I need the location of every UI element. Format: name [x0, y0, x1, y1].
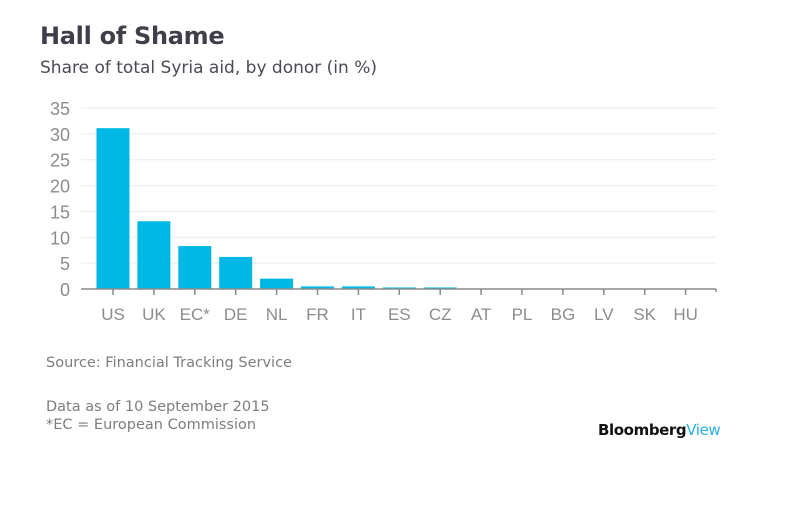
x-tick-label: NL	[266, 305, 288, 324]
bar-fr	[301, 286, 334, 289]
x-tick-label: PL	[512, 305, 533, 324]
bar-nl	[260, 278, 294, 289]
source-note: Source: Financial Tracking Service	[46, 355, 292, 371]
y-tick-label: 10	[50, 228, 70, 248]
bar-us	[96, 128, 130, 289]
x-tick-label: ES	[388, 305, 411, 324]
bar-it	[341, 286, 375, 289]
x-tick-label: FR	[306, 305, 329, 324]
bar-uk	[137, 221, 171, 289]
logo-view: View	[686, 421, 721, 439]
logo-bloomberg: Bloomberg	[598, 421, 687, 439]
x-tick-label: CZ	[429, 305, 452, 324]
x-tick-label: US	[101, 305, 125, 324]
bar-es	[382, 287, 416, 289]
y-tick-label: 0	[60, 280, 70, 300]
x-tick-label: EC*	[180, 305, 211, 324]
bar-de	[219, 256, 253, 289]
chart-subtitle: Share of total Syria aid, by donor (in %…	[40, 58, 377, 78]
bars	[96, 128, 457, 289]
ec-footnote: *EC = European Commission	[46, 417, 257, 433]
gridlines	[81, 107, 716, 264]
y-tick-label: 15	[50, 202, 70, 222]
bar-ec	[178, 246, 212, 289]
x-tick-label: DE	[224, 305, 248, 324]
x-tick-label: LV	[594, 305, 614, 324]
x-axis	[81, 288, 717, 295]
y-tick-label: 20	[50, 177, 70, 197]
x-tick-label: IT	[351, 305, 366, 324]
x-axis-tick-labels: US UK EC* DE NL FR IT ES CZ AT PL BG LV SK HU	[101, 305, 698, 324]
y-tick-label: 5	[60, 254, 70, 274]
y-tick-label: 35	[50, 99, 70, 119]
y-axis-tick-labels: 0 5 10 15 20 25 30 35	[50, 99, 70, 300]
x-tick-label: UK	[142, 305, 166, 324]
bloomberg-view-logo: BloombergView	[598, 421, 721, 439]
x-tick-label: HU	[673, 305, 698, 324]
chart-title: Hall of Shame	[40, 22, 225, 50]
x-tick-label: SK	[633, 305, 656, 324]
x-tick-label: BG	[551, 305, 576, 324]
bar-cz	[423, 287, 457, 289]
x-tick-label: AT	[471, 305, 491, 324]
data-date-note: Data as of 10 September 2015	[46, 399, 270, 415]
y-tick-label: 25	[50, 151, 70, 171]
y-tick-label: 30	[50, 125, 70, 145]
